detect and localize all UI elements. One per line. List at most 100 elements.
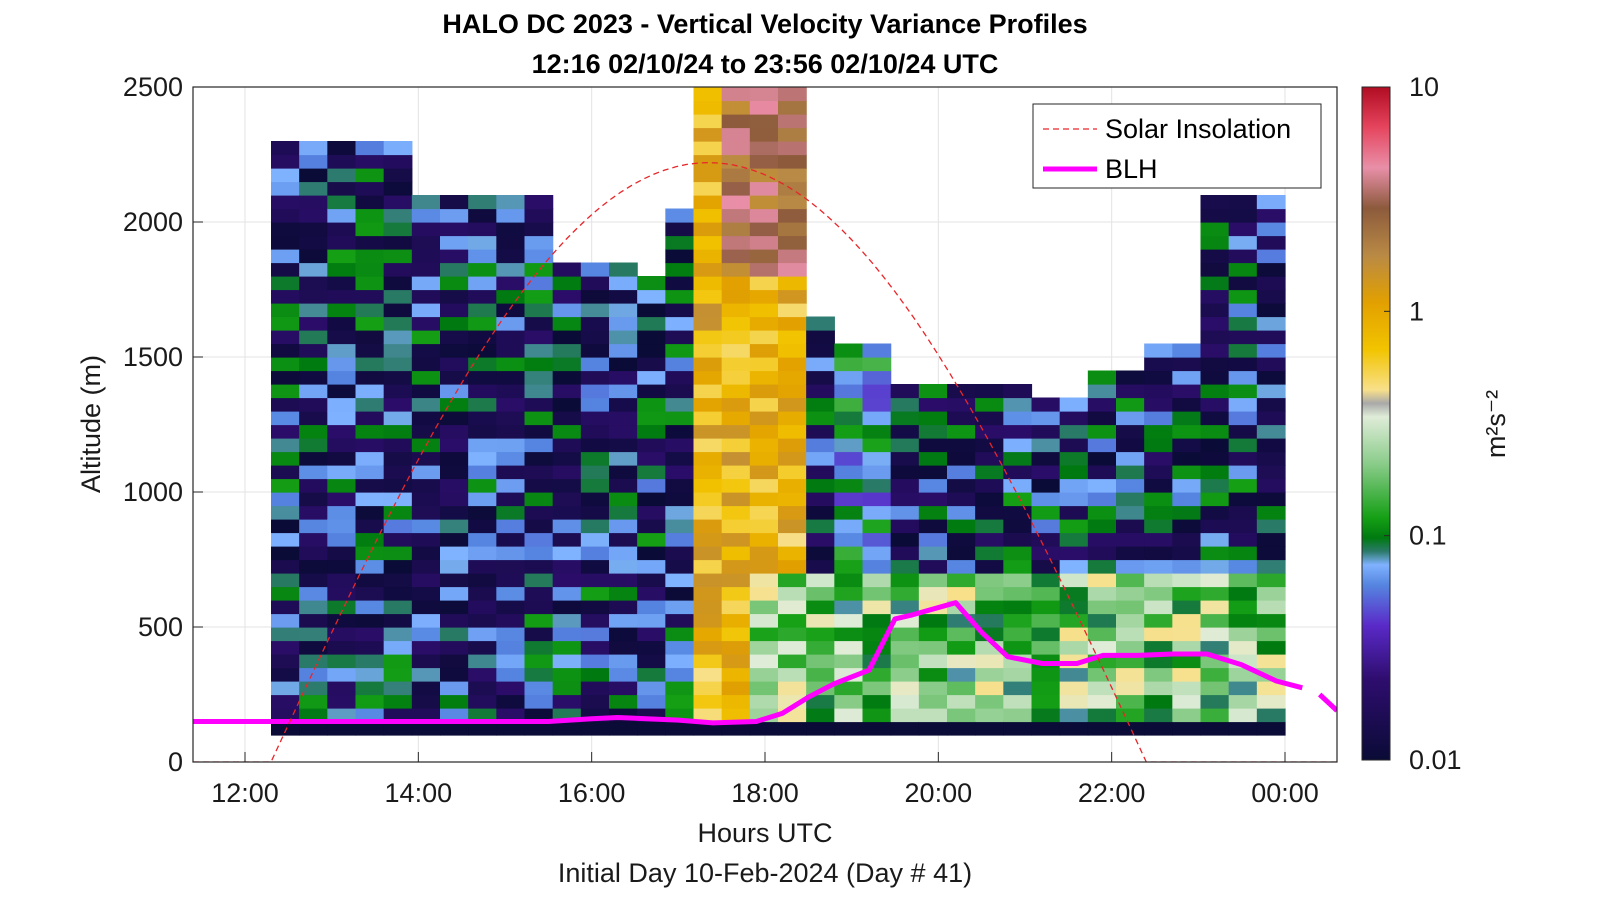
heatmap-cell [609, 573, 638, 588]
heatmap-cell [749, 208, 779, 223]
heatmap-cell [327, 411, 357, 426]
heatmap-cell [778, 681, 807, 696]
heatmap-cell [1256, 478, 1286, 493]
heatmap-cell [834, 357, 864, 372]
heatmap-cell [580, 316, 610, 331]
heatmap-cell [552, 424, 582, 439]
heatmap-cell [271, 586, 300, 601]
heatmap-cell [468, 289, 497, 304]
heatmap-cell [327, 195, 357, 210]
heatmap-cell [524, 613, 554, 628]
heatmap-cell [637, 640, 666, 655]
heatmap-cell [299, 721, 328, 736]
heatmap-cell [271, 519, 300, 534]
heatmap-cell [552, 694, 582, 709]
heatmap-cell [1144, 424, 1173, 439]
heatmap-cell [890, 667, 920, 682]
heatmap-cell [271, 330, 300, 345]
heatmap-cell [468, 276, 497, 291]
heatmap-cell [496, 411, 526, 426]
heatmap-cell [721, 141, 751, 156]
heatmap-cell [749, 519, 779, 534]
heatmap-cell [778, 613, 807, 628]
heatmap-cell [1172, 397, 1202, 412]
heatmap-cell [1116, 478, 1145, 493]
heatmap-cell [524, 276, 554, 291]
heatmap-cell [440, 694, 469, 709]
heatmap-cell [665, 721, 695, 736]
heatmap-cell [693, 222, 723, 237]
heatmap-cell [299, 559, 328, 574]
heatmap-cell [834, 438, 864, 453]
heatmap-cell [890, 505, 920, 520]
heatmap-cell [580, 573, 610, 588]
heatmap-cell [327, 478, 357, 493]
heatmap-cell [580, 343, 610, 358]
heatmap-cell [834, 532, 864, 547]
heatmap-cell [1228, 276, 1258, 291]
heatmap-cell [947, 654, 976, 669]
heatmap-cell [637, 600, 666, 615]
heatmap-cell [1200, 411, 1230, 426]
heatmap-cell [749, 505, 779, 520]
heatmap-cell [834, 343, 864, 358]
heatmap-cell [580, 627, 610, 642]
heatmap-cell [383, 478, 413, 493]
heatmap-cell [693, 492, 723, 507]
heatmap-cell [665, 694, 695, 709]
heatmap-cell [440, 316, 469, 331]
heatmap-cell [918, 627, 948, 642]
heatmap-cell [524, 559, 554, 574]
heatmap-cell [918, 559, 948, 574]
heatmap-cell [693, 708, 723, 723]
heatmap-cell [665, 276, 695, 291]
heatmap-cell [918, 384, 948, 399]
heatmap-cell [1228, 208, 1258, 223]
heatmap-cell [918, 505, 948, 520]
heatmap-cell [552, 654, 582, 669]
heatmap-cell [693, 289, 723, 304]
heatmap-cell [975, 397, 1004, 412]
heatmap-cell [299, 154, 328, 169]
heatmap-cell [468, 546, 497, 561]
heatmap-cell [918, 681, 948, 696]
heatmap-cell [721, 519, 751, 534]
heatmap-cell [1144, 667, 1173, 682]
heatmap-cell [665, 627, 695, 642]
heatmap-cell [862, 397, 892, 412]
heatmap-cell [355, 357, 385, 372]
heatmap-cell [1256, 667, 1286, 682]
heatmap-cell [1031, 708, 1061, 723]
heatmap-cell [721, 681, 751, 696]
heatmap-cell [749, 276, 779, 291]
heatmap-cell [778, 384, 807, 399]
heatmap-cell [975, 519, 1004, 534]
heatmap-cell [299, 465, 328, 480]
heatmap-cell [1003, 451, 1033, 466]
heatmap-cell [1200, 532, 1230, 547]
heatmap-cell [806, 424, 835, 439]
heatmap-cell [496, 465, 526, 480]
heatmap-cell [609, 438, 638, 453]
heatmap-cell [749, 397, 779, 412]
heatmap-cell [1059, 478, 1089, 493]
heatmap-cell [1256, 573, 1286, 588]
heatmap-cell [327, 384, 357, 399]
heatmap-cell [327, 546, 357, 561]
heatmap-cell [749, 181, 779, 196]
heatmap-cell [975, 681, 1004, 696]
y-tick-label: 1500 [123, 342, 183, 372]
heatmap-cell [411, 532, 441, 547]
heatmap-cell [721, 640, 751, 655]
heatmap-cell [693, 438, 723, 453]
heatmap-cell [693, 586, 723, 601]
heatmap-cell [637, 519, 666, 534]
heatmap-cell [1256, 519, 1286, 534]
heatmap-cell [665, 573, 695, 588]
heatmap-cell [637, 586, 666, 601]
heatmap-cell [721, 370, 751, 385]
heatmap-cell [1256, 235, 1286, 250]
heatmap-cell [637, 276, 666, 291]
heatmap-cell [778, 519, 807, 534]
heatmap-cell [327, 627, 357, 642]
